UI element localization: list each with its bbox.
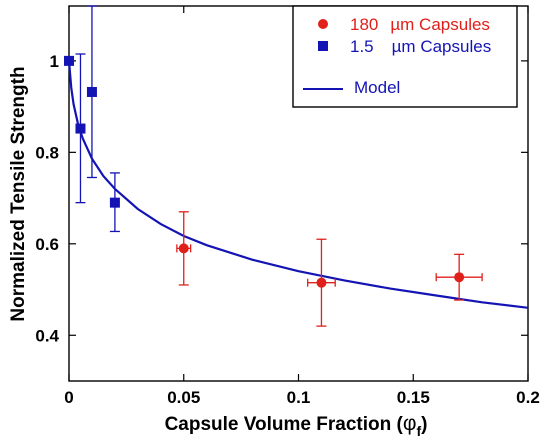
legend-label-180um: 180 µm Capsules: [350, 15, 490, 34]
data-point-180um-2: [454, 272, 465, 283]
data-series: [64, 5, 483, 327]
legend-label-model: Model: [354, 78, 400, 97]
y-tick-label-1: 0.6: [35, 235, 59, 254]
x-axis-title: Capsule Volume Fraction (φf): [165, 412, 428, 439]
x-tick-label-0: 0: [64, 388, 73, 407]
legend-unit-180um: µm Capsules: [390, 15, 490, 34]
x-axis-title-main: Capsule Volume Fraction (: [165, 414, 404, 435]
data-point-180um-1: [316, 277, 327, 288]
x-axis-title-close: ): [421, 414, 427, 435]
x-tick-label-3: 0.15: [397, 388, 430, 407]
y-tick-label-2: 0.8: [35, 143, 59, 162]
legend-marker-180um: [318, 19, 328, 29]
x-tick-label-2: 0.1: [287, 388, 311, 407]
data-point-1-5um-2: [86, 86, 97, 97]
legend-box: [292, 5, 518, 108]
x-tick-label-1: 0.05: [167, 388, 200, 407]
series-1-5um: [64, 5, 120, 233]
y-axis-title: Normalized Tensile Strength: [8, 66, 29, 321]
series-180um: [176, 211, 483, 327]
legend-value-1-5um: 1.5: [350, 37, 374, 56]
legend: 180 µm Capsules 1.5 µm Capsules Model: [292, 5, 518, 108]
x-axis-title-subscript: f: [416, 423, 421, 439]
data-point-1-5um-3: [109, 197, 120, 208]
legend-marker-1-5um: [318, 41, 328, 51]
y-tick-label-3: 1: [50, 52, 59, 71]
legend-unit-1-5um: µm Capsules: [392, 37, 492, 56]
legend-value-180um: 180: [350, 15, 378, 34]
x-axis-title-symbol: φ: [403, 412, 417, 435]
data-point-1-5um-1: [75, 123, 86, 134]
y-tick-label-0: 0.4: [35, 326, 59, 345]
data-point-1-5um-0: [64, 55, 74, 66]
data-point-180um-0: [178, 243, 189, 254]
legend-label-1-5um: 1.5 µm Capsules: [350, 37, 491, 56]
y-axis-ticks: 0.4 0.6 0.8 1: [35, 52, 528, 345]
x-tick-label-4: 0.2: [516, 388, 540, 407]
